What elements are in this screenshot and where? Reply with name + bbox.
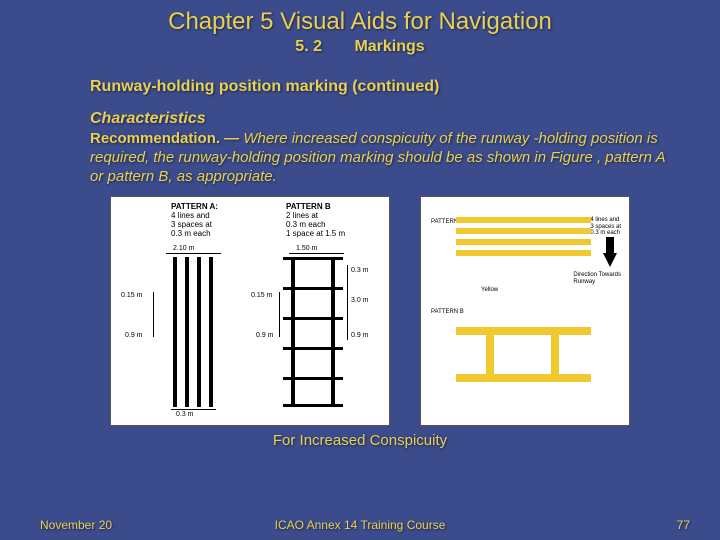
section-line: 5. 2 Markings [0,38,720,56]
pattern-b-header: PATTERN B 2 lines at 0.3 m each 1 space … [286,203,345,238]
dim-30: 3.0 m [351,297,369,304]
recommendation-text: Recommendation. — Where increased conspi… [90,130,680,186]
figure-pattern-diagram: PATTERN A: 4 lines and 3 spaces at 0.3 m… [110,196,390,426]
dim-015b: 0.15 m [251,292,272,299]
footer-page: 77 [677,518,690,532]
section-number: 5. 2 [295,38,322,56]
figure-row: PATTERN A: 4 lines and 3 spaces at 0.3 m… [110,196,720,426]
pattern-b-bars [283,257,343,407]
footer: November 20 ICAO Annex 14 Training Cours… [0,518,720,532]
chapter-title: Chapter 5 Visual Aids for Navigation [0,0,720,36]
arrow-down-icon [603,253,617,267]
subheading: Runway-holding position marking (continu… [90,78,720,96]
footer-date: November 20 [40,518,112,532]
characteristics-label: Characteristics [90,110,720,128]
yellow-bars-top [456,217,591,261]
dim-09c: 0.9 m [351,332,369,339]
dim-210: 2.10 m [173,245,194,252]
dim-09a: 0.9 m [125,332,143,339]
yellow-bars-bottom [456,327,591,382]
dim-015a: 0.15 m [121,292,142,299]
figure-color-diagram: PATTERN A 4 lines and 3 spaces at 0.3 m … [420,196,630,426]
direction-label: Direction Towards Runway [573,272,621,285]
yellow-label: Yellow [481,287,498,294]
footer-course: ICAO Annex 14 Training Course [275,518,446,532]
figure-caption: For Increased Conspicuity [0,432,720,449]
section-title: Markings [354,38,424,55]
dim-03b: 0.3 m [176,411,194,418]
dim-03a: 0.3 m [351,267,369,274]
side-note: 4 lines and 3 spaces at 0.3 m each [590,217,621,237]
pattern-a-header: PATTERN A: 4 lines and 3 spaces at 0.3 m… [171,203,218,238]
pattern-a-bars [163,257,233,407]
dim-150: 1.50 m [296,245,317,252]
recommendation-lead: Recommendation. — [90,130,239,147]
dim-09b: 0.9 m [256,332,274,339]
pattern-b-label: PATTERN B [431,309,464,316]
